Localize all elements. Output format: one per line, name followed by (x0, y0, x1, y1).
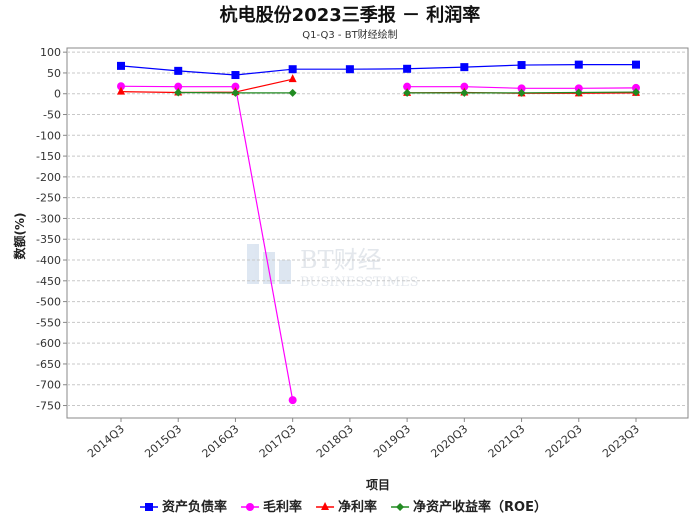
data-point (460, 88, 469, 97)
data-point (460, 82, 469, 91)
y-tick-label: 0 (54, 88, 61, 101)
data-point (231, 88, 240, 97)
watermark: BT财经 BUSINESSTIMES (247, 244, 419, 290)
data-point (174, 88, 183, 97)
y-tick-label: 50 (47, 67, 61, 80)
x-tick-label: 2021Q3 (486, 422, 528, 460)
x-axis-label: 项目 (366, 478, 390, 492)
series-4 (174, 88, 640, 97)
data-point (117, 82, 125, 91)
x-tick-label: 2015Q3 (142, 422, 184, 460)
watermark-brand-en: BUSINESSTIMES (300, 275, 419, 290)
series-line (120, 78, 293, 94)
data-point (231, 82, 240, 91)
y-tick-label: -500 (36, 296, 61, 309)
data-point (403, 64, 412, 73)
y-tick-label: 100 (40, 46, 61, 59)
series-line (120, 64, 636, 76)
data-point (117, 86, 125, 95)
x-tick-label: 2023Q3 (600, 422, 642, 460)
data-point (231, 71, 240, 80)
legend: 资产负债率 毛利率 净利率 净资产收益率（ROE） (140, 499, 547, 515)
y-tick-label: -400 (36, 254, 61, 267)
x-axis-ticks: 2014Q3 2015Q3 2016Q3 2017Q3 2018Q3 2019Q3 2020… (85, 418, 642, 460)
data-point (574, 60, 583, 69)
legend-swatch-marker (145, 503, 153, 511)
data-point (288, 74, 297, 83)
x-tick-label: 2022Q3 (543, 422, 585, 460)
data-point (174, 66, 183, 75)
data-point (403, 88, 412, 97)
x-tick-label: 2019Q3 (371, 422, 413, 460)
chart-title: 杭电股份2023三季报 － 利润率 (220, 4, 481, 26)
data-point (632, 60, 640, 69)
y-tick-label: -550 (36, 316, 61, 329)
y-tick-label: -650 (36, 358, 61, 371)
x-tick-label: 2017Q3 (257, 422, 299, 460)
data-point (403, 82, 412, 91)
y-tick-label: -100 (36, 129, 61, 142)
data-point (288, 396, 297, 405)
legend-item: 资产负债率 (140, 499, 227, 515)
series-1 (117, 60, 640, 80)
y-tick-label: -350 (36, 233, 61, 246)
legend-item: 净资产收益率（ROE） (391, 499, 547, 515)
y-tick-label: -450 (36, 275, 61, 288)
legend-item: 毛利率 (241, 499, 302, 515)
legend-label: 净资产收益率（ROE） (413, 499, 547, 515)
plot-area (66, 47, 689, 419)
data-point (288, 65, 297, 74)
chart-subtitle: Q1-Q3 - BT财经绘制 (302, 28, 397, 41)
legend-swatch-marker (321, 502, 330, 510)
y-tick-label: -750 (36, 400, 61, 413)
data-point (517, 88, 526, 97)
grid (67, 51, 688, 407)
y-tick-label: -200 (36, 171, 61, 184)
x-tick-label: 2014Q3 (85, 422, 127, 460)
legend-swatch-marker (396, 503, 405, 511)
x-tick-label: 2016Q3 (200, 422, 242, 460)
legend-swatch-marker (246, 503, 255, 511)
y-tick-label: -150 (36, 150, 61, 163)
series-2 (117, 82, 640, 405)
y-tick-label: -50 (43, 109, 61, 122)
data-point (288, 88, 297, 97)
data-point (460, 63, 469, 72)
y-tick-label: -300 (36, 212, 61, 225)
data-point (345, 65, 354, 74)
watermark-logo-bar-1 (247, 244, 259, 284)
y-tick-label: -250 (36, 192, 61, 205)
data-point (574, 88, 583, 97)
legend-label: 净利率 (338, 499, 377, 515)
x-tick-label: 2020Q3 (428, 422, 470, 460)
watermark-logo-bar-3 (279, 260, 291, 284)
data-point (632, 88, 640, 97)
legend-label: 资产负债率 (162, 499, 227, 515)
x-tick-label: 2018Q3 (314, 422, 356, 460)
series-line (120, 85, 294, 401)
series-layer (117, 60, 640, 405)
data-point (517, 61, 526, 70)
legend-label: 毛利率 (263, 499, 302, 515)
y-tick-label: -600 (36, 337, 61, 350)
y-tick-label: -700 (36, 379, 61, 392)
data-point (174, 82, 183, 91)
y-axis-ticks: 100 50 0 -50 -100 -150 -200 -250 -300 -350 -400 -45… (36, 46, 67, 413)
data-point (117, 61, 125, 70)
legend-item: 净利率 (316, 499, 377, 515)
y-axis-label: 数额(%) (12, 213, 27, 260)
